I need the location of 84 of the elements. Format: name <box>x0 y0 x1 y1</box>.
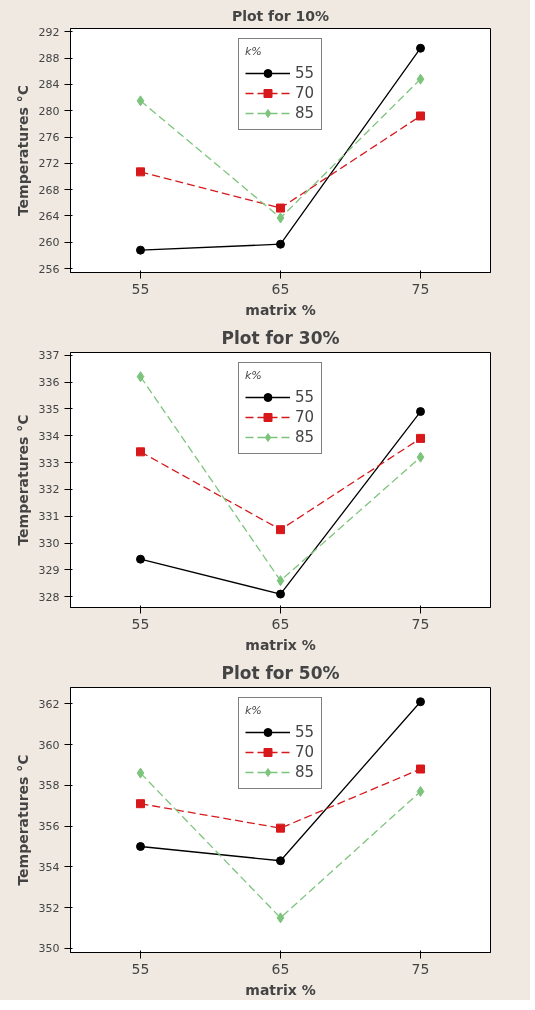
chart-title: Plot for 10% <box>231 7 330 24</box>
x-axis-title: matrix % <box>245 636 316 653</box>
y-tick-label: 360 <box>38 738 60 752</box>
point <box>136 799 145 809</box>
y-tick-label: 331 <box>38 510 60 524</box>
y-tick-label: 358 <box>38 779 60 793</box>
point <box>276 212 285 224</box>
y-tick-label: 330 <box>38 537 60 551</box>
x-tick-label: 55 <box>131 615 150 632</box>
point <box>276 239 285 249</box>
y-tick-label: 284 <box>38 78 60 92</box>
y-tick-label: 260 <box>38 236 60 250</box>
point <box>276 525 285 535</box>
point <box>276 823 285 833</box>
point <box>276 912 285 924</box>
y-tick-label: 350 <box>38 942 60 956</box>
y-tick-label: 333 <box>38 456 60 470</box>
y-tick-label: 328 <box>38 590 60 604</box>
legend-label: 70 <box>295 84 315 102</box>
legend-label: 55 <box>295 723 315 741</box>
point <box>416 433 425 443</box>
x-tick-label: 65 <box>271 280 290 297</box>
point <box>136 842 145 851</box>
point <box>136 767 145 779</box>
legend-label: 85 <box>295 763 315 781</box>
point <box>276 203 285 213</box>
x-tick-label: 55 <box>131 960 150 977</box>
y-tick-label: 354 <box>38 860 60 874</box>
y-axis-title: Temperatures °C <box>14 84 31 217</box>
y-tick-label: 264 <box>38 209 60 223</box>
chart-title: Plot for 50% <box>221 662 340 683</box>
y-axis-title: Temperatures °C <box>14 414 31 546</box>
y-tick-label: 334 <box>38 429 60 443</box>
y-tick-label: 280 <box>38 104 60 118</box>
y-tick-label: 288 <box>38 52 60 66</box>
point <box>416 697 425 707</box>
x-tick-label: 75 <box>411 960 430 977</box>
point <box>416 111 425 121</box>
chart-title: Plot for 30% <box>221 327 340 348</box>
y-tick-label: 332 <box>38 483 60 497</box>
point <box>136 554 145 564</box>
x-tick-label: 55 <box>131 280 150 297</box>
point <box>416 73 425 85</box>
legend-label: 70 <box>295 743 315 761</box>
point <box>136 371 145 383</box>
point <box>416 407 425 417</box>
y-axis-title: Temperatures °C <box>14 754 31 886</box>
x-tick-label: 65 <box>271 615 290 632</box>
point <box>136 245 145 255</box>
legend-label: 85 <box>295 428 315 446</box>
point <box>416 43 425 53</box>
x-tick-label: 75 <box>411 615 430 632</box>
point <box>416 785 425 797</box>
point <box>416 764 425 774</box>
y-tick-label: 352 <box>38 901 60 915</box>
x-tick-label: 65 <box>271 960 290 977</box>
y-tick-label: 336 <box>38 376 60 390</box>
y-tick-label: 256 <box>38 262 60 276</box>
y-tick-label: 356 <box>38 820 60 834</box>
point <box>276 856 285 866</box>
y-tick-label: 362 <box>38 697 60 711</box>
point <box>276 589 285 599</box>
x-axis-title: matrix % <box>245 981 316 998</box>
point <box>416 451 425 463</box>
legend-label: 70 <box>295 408 315 426</box>
y-tick-label: 276 <box>38 131 60 145</box>
legend-title: k% <box>245 45 263 58</box>
legend-label: 85 <box>295 104 315 122</box>
y-tick-label: 329 <box>38 563 60 577</box>
x-axis-title: matrix % <box>245 301 316 318</box>
legend-title: k% <box>245 704 263 717</box>
y-tick-label: 268 <box>38 183 60 197</box>
y-tick-label: 292 <box>38 25 60 39</box>
legend-title: k% <box>245 369 263 382</box>
point <box>276 575 285 587</box>
y-tick-label: 335 <box>38 402 60 416</box>
legend-label: 55 <box>295 388 315 406</box>
y-tick-label: 272 <box>38 157 60 171</box>
legend-label: 55 <box>295 64 315 82</box>
point <box>136 167 145 177</box>
y-tick-label: 337 <box>38 349 60 363</box>
x-tick-label: 75 <box>411 280 430 297</box>
point <box>136 447 145 457</box>
point <box>136 95 145 107</box>
